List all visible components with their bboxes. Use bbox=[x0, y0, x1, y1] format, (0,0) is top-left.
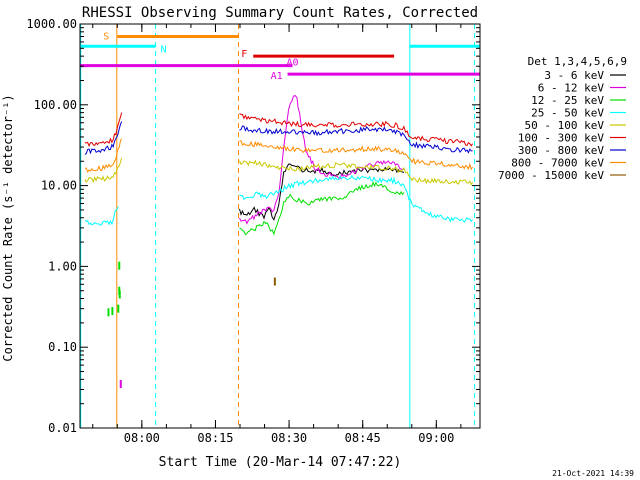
series-line-25-50-kev-seg1 bbox=[239, 174, 473, 223]
flag-label-N: N bbox=[161, 44, 167, 55]
y-tick-label-0: 1000.00 bbox=[26, 17, 77, 31]
plot-frame bbox=[79, 23, 481, 429]
stray-point-1 bbox=[111, 307, 114, 316]
y-axis-label: Corrected Count Rate (s⁻¹ detector⁻¹) bbox=[1, 94, 15, 361]
flag-label-A0: A0 bbox=[287, 58, 299, 69]
footer-timestamp: 21-Oct-2021 14:39 bbox=[552, 469, 634, 478]
x-axis-label: Start Time (20-Mar-14 07:47:22) bbox=[159, 455, 402, 470]
plot-area: S N F A0 A1 bbox=[80, 24, 480, 428]
y-tick-label-2: 10.00 bbox=[41, 179, 77, 193]
series-line-3-6-kev-seg0 bbox=[239, 163, 405, 221]
y-tick-label-1: 100.00 bbox=[34, 98, 77, 112]
y-tick-label-4: 0.10 bbox=[48, 340, 77, 354]
x-tick-label-3: 08:45 bbox=[345, 431, 381, 445]
y-tick-label-5: 0.01 bbox=[48, 421, 77, 435]
stray-point-4 bbox=[118, 290, 121, 299]
x-axis-ticks: 08:00 08:15 08:30 08:45 09:00 bbox=[92, 24, 462, 445]
y-tick-label-3: 1.00 bbox=[48, 259, 77, 273]
series-line-50-100-kev-seg0 bbox=[84, 157, 123, 184]
x-tick-label-4: 09:00 bbox=[418, 431, 454, 445]
chart-title: RHESSI Observing Summary Count Rates, Co… bbox=[82, 5, 478, 21]
legend-label-8: 7000 - 15000 keV bbox=[498, 169, 604, 182]
stray-point-0 bbox=[107, 308, 110, 317]
series-line-50-100-kev-seg1 bbox=[239, 159, 474, 186]
flag-label-A1: A1 bbox=[271, 71, 283, 82]
series-line-300-800-kev-seg1 bbox=[239, 125, 473, 154]
series-line-800-7000-kev-seg1 bbox=[239, 140, 474, 171]
x-tick-label-0: 08:00 bbox=[124, 431, 160, 445]
plot-contents: S N F A0 A1 bbox=[80, 24, 480, 428]
series-line-800-7000-kev-seg0 bbox=[84, 138, 123, 173]
series-line-100-300-kev-seg1 bbox=[239, 113, 474, 147]
series-line-300-800-kev-seg0 bbox=[84, 121, 123, 155]
legend-label-4: 50 - 100 keV bbox=[525, 119, 605, 132]
legend-label-2: 12 - 25 keV bbox=[531, 94, 604, 107]
series-line-12-25-kev-seg0 bbox=[239, 180, 405, 236]
legend-label-1: 6 - 12 keV bbox=[538, 82, 605, 95]
flag-label-F: F bbox=[241, 49, 247, 60]
legend-label-6: 300 - 800 keV bbox=[518, 144, 604, 157]
y-axis-ticks: 1000.00 100.00 10.00 1.00 0.10 0.01 bbox=[26, 17, 480, 435]
legend-label-5: 100 - 300 keV bbox=[518, 132, 604, 145]
x-tick-label-2: 08:30 bbox=[271, 431, 307, 445]
legend-label-0: 3 - 6 keV bbox=[544, 69, 604, 82]
legend-label-3: 25 - 50 keV bbox=[531, 107, 604, 120]
legend-header: Det 1,3,4,5,6,9 bbox=[528, 55, 627, 68]
stray-point-5 bbox=[119, 380, 122, 389]
x-tick-label-1: 08:15 bbox=[197, 431, 233, 445]
stray-point-6 bbox=[118, 261, 121, 270]
stray-point-7 bbox=[273, 277, 276, 286]
legend-label-7: 800 - 7000 keV bbox=[511, 157, 604, 170]
series-line-6-12-kev-seg0 bbox=[239, 95, 405, 225]
stray-point-2 bbox=[117, 304, 120, 313]
flag-label-S: S bbox=[103, 32, 109, 43]
series-line-25-50-kev-seg0 bbox=[84, 206, 119, 226]
series-line-100-300-kev-seg0 bbox=[84, 112, 123, 148]
